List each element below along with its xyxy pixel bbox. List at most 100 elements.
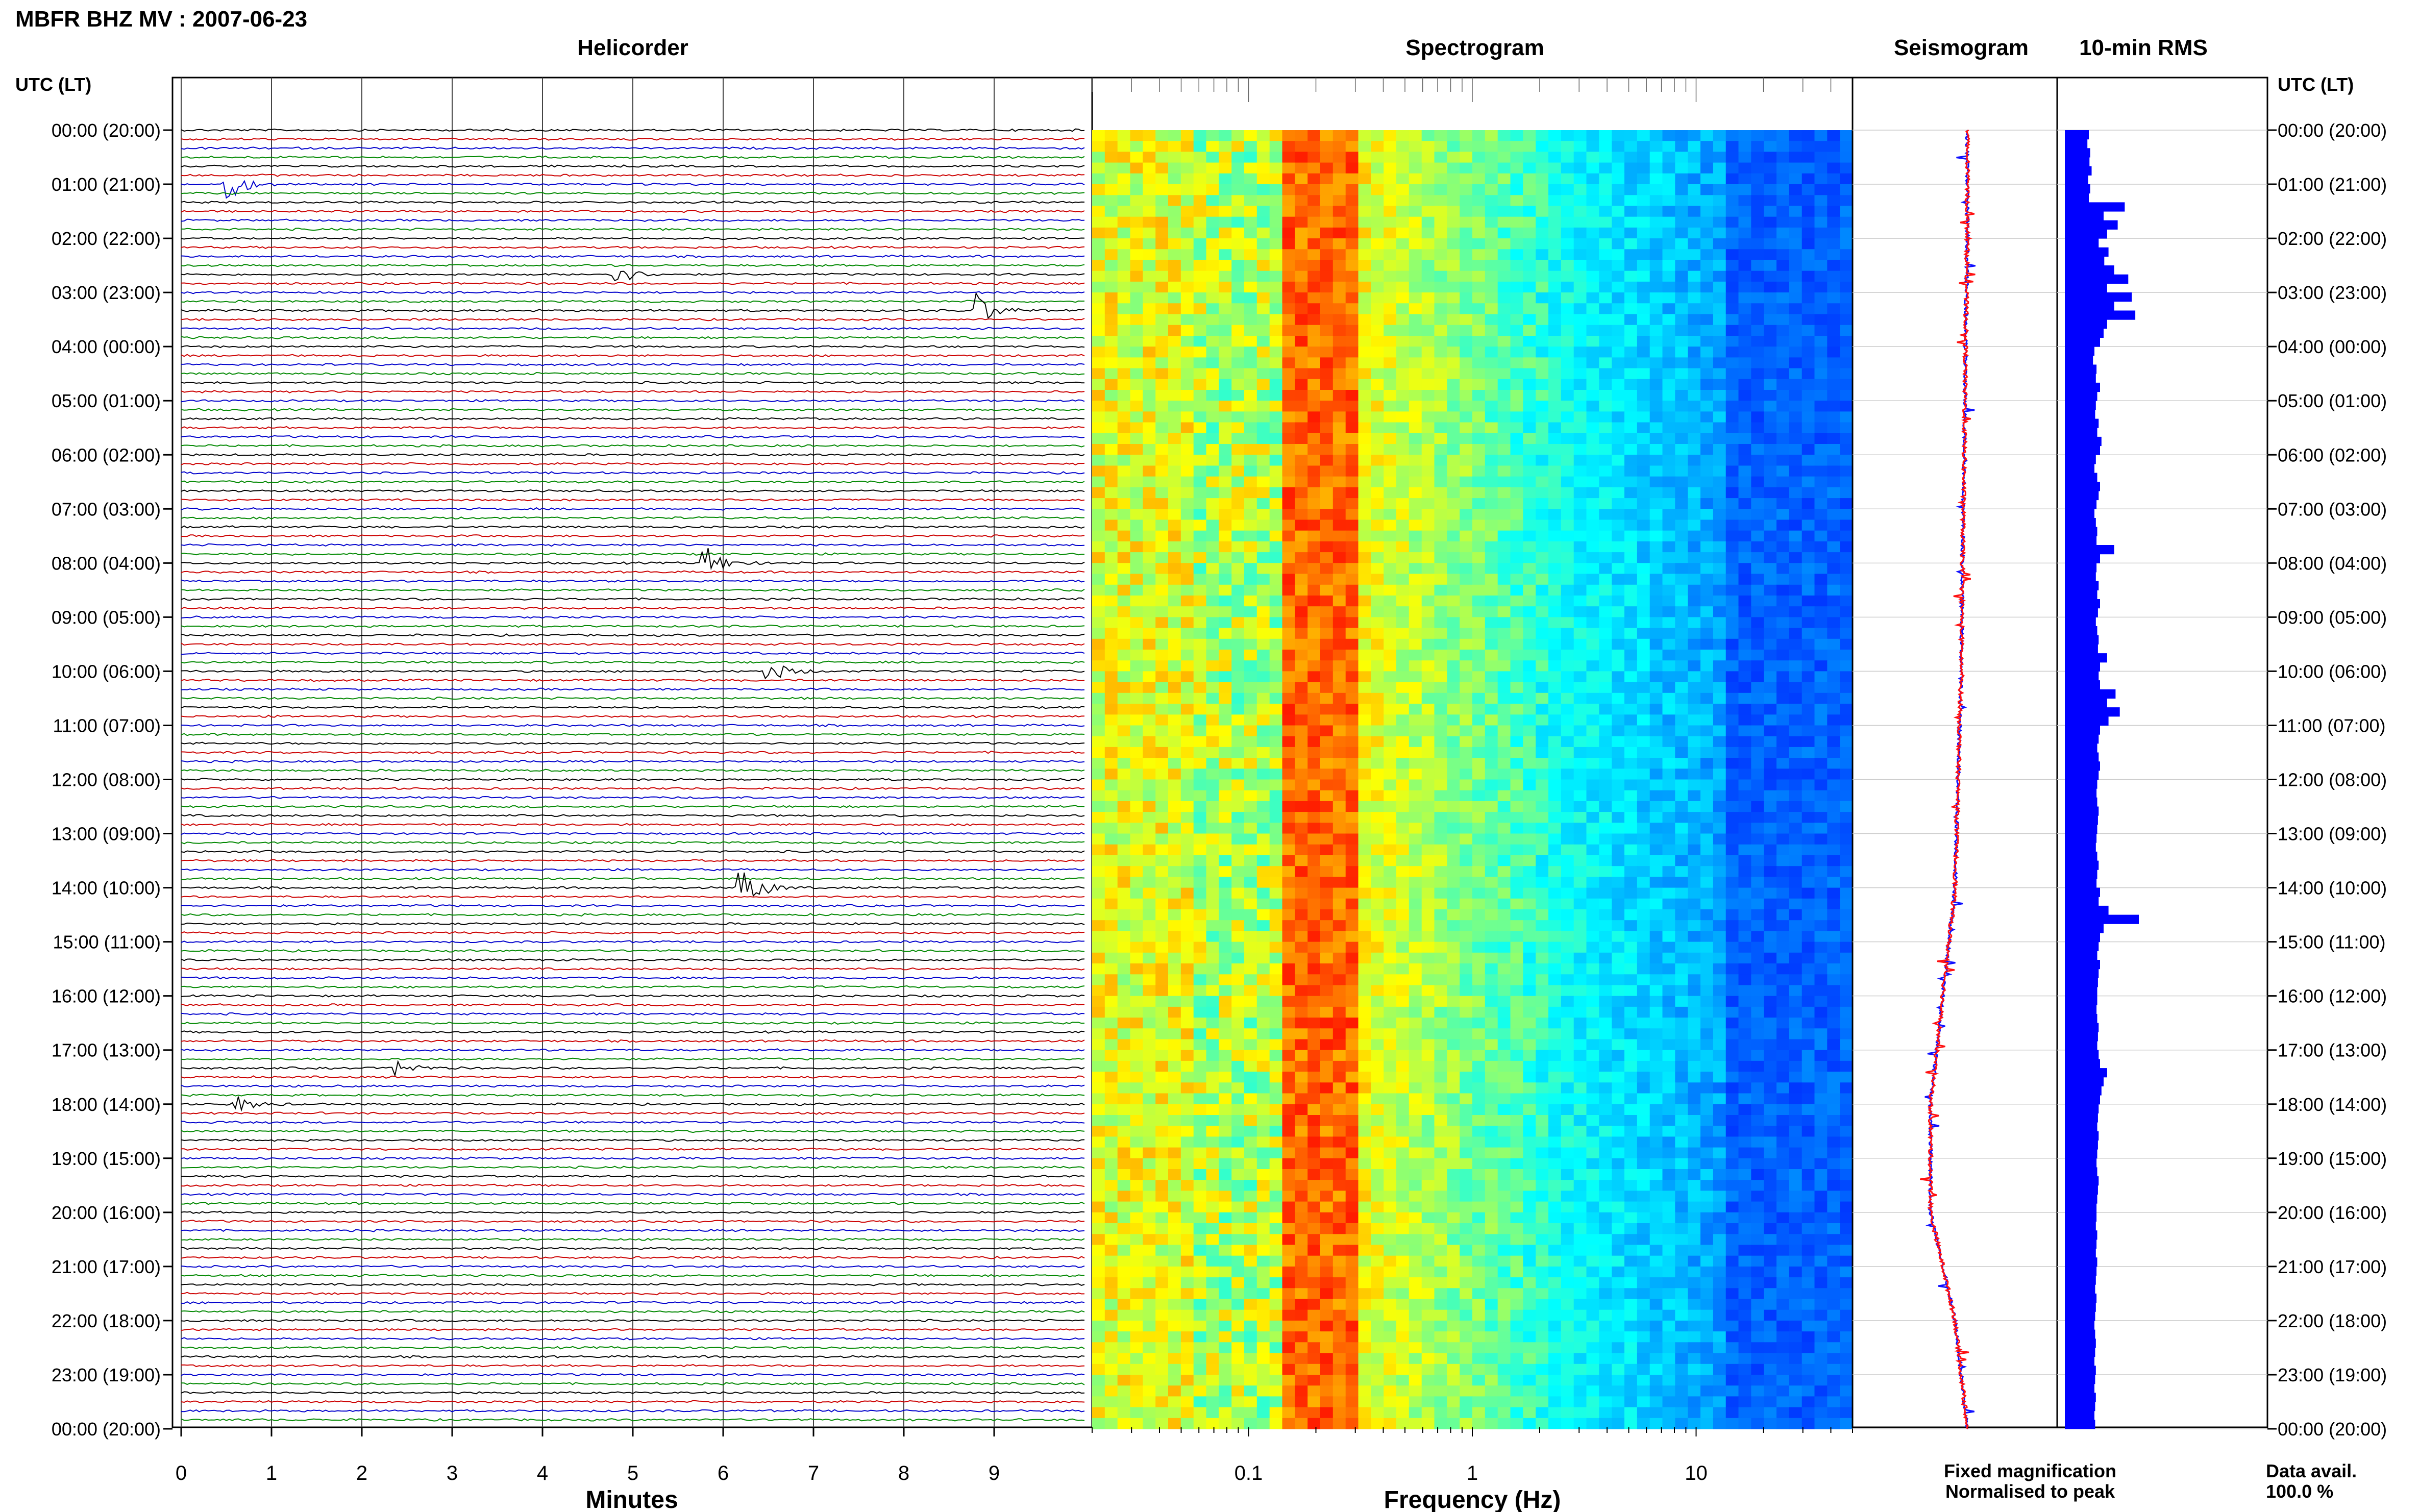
spectrogram-cell	[1624, 173, 1638, 185]
spectrogram-cell	[1384, 162, 1397, 174]
spectrogram-cell	[1155, 552, 1169, 564]
spectrogram-cell	[1561, 433, 1574, 444]
spectrogram-cell	[1206, 346, 1220, 358]
spectrogram-cell	[1143, 379, 1156, 390]
spectrogram-cell	[1180, 855, 1194, 866]
spectrogram-cell	[1143, 844, 1156, 856]
helicorder-trace	[181, 417, 1085, 420]
spectrogram-cell	[1193, 325, 1207, 336]
spectrogram-cell	[1561, 628, 1574, 639]
spectrogram-cell	[1320, 238, 1334, 250]
spectrogram-cell	[1751, 877, 1764, 888]
spectrogram-cell	[1396, 952, 1410, 964]
spectrogram-cell	[1320, 563, 1334, 575]
spectrogram-cell	[1789, 292, 1803, 304]
spectrogram-cell	[1396, 270, 1410, 282]
spectrogram-cell	[1523, 152, 1536, 163]
spectrogram-cell	[1421, 270, 1435, 282]
spectrogram-cell	[1155, 833, 1169, 845]
minute-tick-label: 4	[537, 1462, 548, 1484]
spectrogram-cell	[1307, 487, 1321, 499]
spectrogram-cell	[1573, 519, 1587, 531]
spectrogram-cell	[1637, 682, 1650, 693]
spectrogram-cell	[1573, 584, 1587, 596]
spectrogram-cell	[1561, 379, 1574, 390]
spectrogram-cell	[1155, 487, 1169, 499]
spectrogram-cell	[1295, 596, 1308, 607]
spectrogram-cell	[1219, 974, 1232, 986]
spectrogram-cell	[1612, 855, 1625, 866]
spectrogram-cell	[1332, 628, 1346, 639]
spectrogram-cell	[1180, 206, 1194, 217]
spectrogram-cell	[1738, 411, 1752, 423]
spectrogram-cell	[1460, 833, 1473, 845]
spectrogram-cell	[1497, 725, 1511, 737]
spectrogram-cell	[1548, 758, 1562, 770]
spectrogram-cell	[1244, 931, 1257, 943]
spectrogram-cell	[1231, 714, 1245, 726]
spectrogram-cell	[1637, 433, 1650, 444]
spectrogram-cell	[1104, 606, 1118, 618]
spectrogram-cell	[1523, 650, 1536, 661]
spectrogram-cell	[1776, 336, 1790, 347]
spectrogram-cell	[1497, 736, 1511, 748]
spectrogram-cell	[1143, 433, 1156, 444]
spectrogram-cell	[1675, 379, 1688, 390]
spectrogram-cell	[1801, 584, 1815, 596]
spectrogram-cell	[1536, 270, 1549, 282]
spectrogram-cell	[1776, 314, 1790, 326]
spectrogram-cell	[1206, 541, 1220, 553]
spectrogram-cell	[1320, 974, 1334, 986]
spectrogram-cell	[1155, 216, 1169, 228]
spectrogram-cell	[1358, 292, 1372, 304]
spectrogram-cell	[1168, 823, 1181, 834]
spectrogram-cell	[1561, 303, 1574, 315]
spectrogram-cell	[1840, 444, 1853, 455]
spectrogram-cell	[1472, 887, 1486, 899]
spectrogram-cell	[1307, 747, 1321, 758]
spectrogram-cell	[1612, 909, 1625, 921]
spectrogram-cell	[1282, 563, 1296, 575]
spectrogram-cell	[1143, 877, 1156, 888]
spectrogram-cell	[1307, 650, 1321, 661]
spectrogram-cell	[1725, 390, 1739, 401]
spectrogram-cell	[1497, 390, 1511, 401]
spectrogram-cell	[1206, 465, 1220, 477]
minute-tick-label: 7	[808, 1462, 819, 1484]
spectrogram-cell	[1384, 444, 1397, 455]
spectrogram-cell	[1358, 898, 1372, 910]
spectrogram-cell	[1814, 292, 1828, 304]
spectrogram-cell	[1548, 704, 1562, 715]
spectrogram-cell	[1219, 444, 1232, 455]
spectrogram-cell	[1827, 249, 1840, 261]
spectrogram-cell	[1599, 141, 1612, 153]
spectrogram-cell	[1358, 227, 1372, 239]
spectrogram-cell	[1789, 671, 1803, 683]
spectrogram-cell	[1599, 941, 1612, 953]
spectrogram-cell	[1536, 617, 1549, 629]
spectrogram-cell	[1117, 736, 1131, 748]
spectrogram-cell	[1092, 704, 1105, 715]
spectrogram-cell	[1384, 790, 1397, 802]
spectrogram-cell	[1206, 866, 1220, 878]
spectrogram-cell	[1801, 931, 1815, 943]
spectrogram-cell	[1612, 931, 1625, 943]
spectrogram-cell	[1637, 173, 1650, 185]
spectrogram-cell	[1776, 433, 1790, 444]
spectrogram-cell	[1447, 596, 1460, 607]
spectrogram-cell	[1104, 357, 1118, 369]
spectrogram-cell	[1700, 725, 1714, 737]
spectrogram-cell	[1295, 411, 1308, 423]
spectrogram-cell	[1675, 909, 1688, 921]
spectrogram-cell	[1675, 227, 1688, 239]
spectrogram-cell	[1586, 952, 1600, 964]
spectrogram-cell	[1206, 141, 1220, 153]
spectrogram-cell	[1421, 974, 1435, 986]
spectrogram-cell	[1523, 281, 1536, 293]
spectrogram-cell	[1358, 855, 1372, 866]
spectrogram-cell	[1206, 920, 1220, 932]
spectrogram-cell	[1180, 303, 1194, 315]
spectrogram-cell	[1764, 692, 1777, 704]
spectrogram-cell	[1662, 574, 1676, 585]
spectrogram-cell	[1130, 368, 1144, 380]
